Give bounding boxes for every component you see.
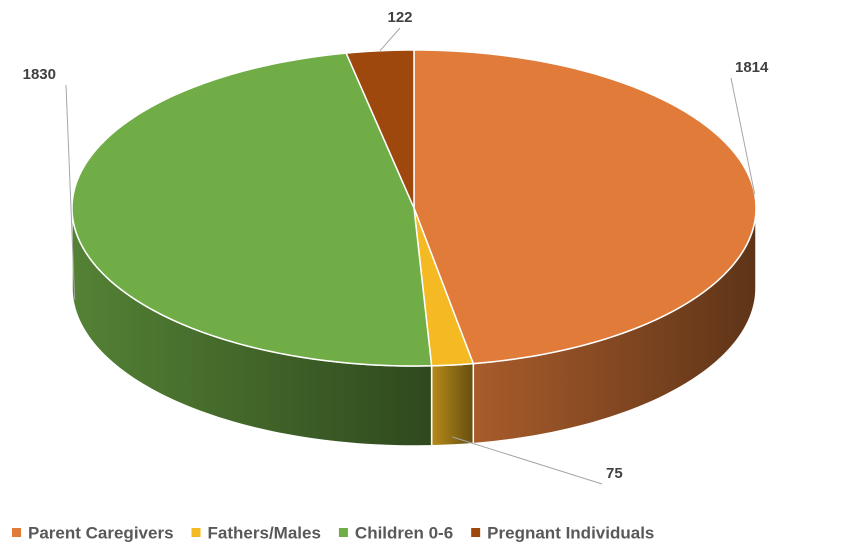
data-label: 1814: [735, 59, 769, 76]
legend-label: Fathers/Males: [208, 523, 321, 542]
legend-label: Parent Caregivers: [28, 523, 174, 542]
data-label: 122: [387, 9, 412, 26]
data-label: 75: [606, 465, 623, 482]
legend-label: Pregnant Individuals: [487, 523, 654, 542]
slice-side: [430, 362, 475, 447]
legend-swatch: [191, 528, 201, 537]
legend-swatch: [338, 528, 348, 537]
slice: [71, 52, 433, 367]
leader-line: [379, 27, 401, 52]
slice: [345, 49, 415, 209]
legend-swatch: [12, 528, 21, 537]
leader-line: [730, 77, 756, 195]
legend-swatch: [471, 528, 481, 537]
leader-line: [452, 436, 603, 485]
leader-line: [65, 84, 76, 300]
data-label: 1830: [23, 66, 56, 83]
slice: [413, 207, 475, 367]
legend-label: Children 0-6: [355, 523, 453, 542]
